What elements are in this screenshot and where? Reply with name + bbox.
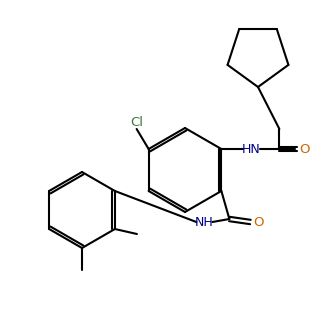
Text: HN: HN <box>242 142 261 155</box>
Text: O: O <box>299 142 310 155</box>
Text: NH: NH <box>195 215 214 228</box>
Text: O: O <box>253 215 264 228</box>
Text: Cl: Cl <box>130 116 143 129</box>
